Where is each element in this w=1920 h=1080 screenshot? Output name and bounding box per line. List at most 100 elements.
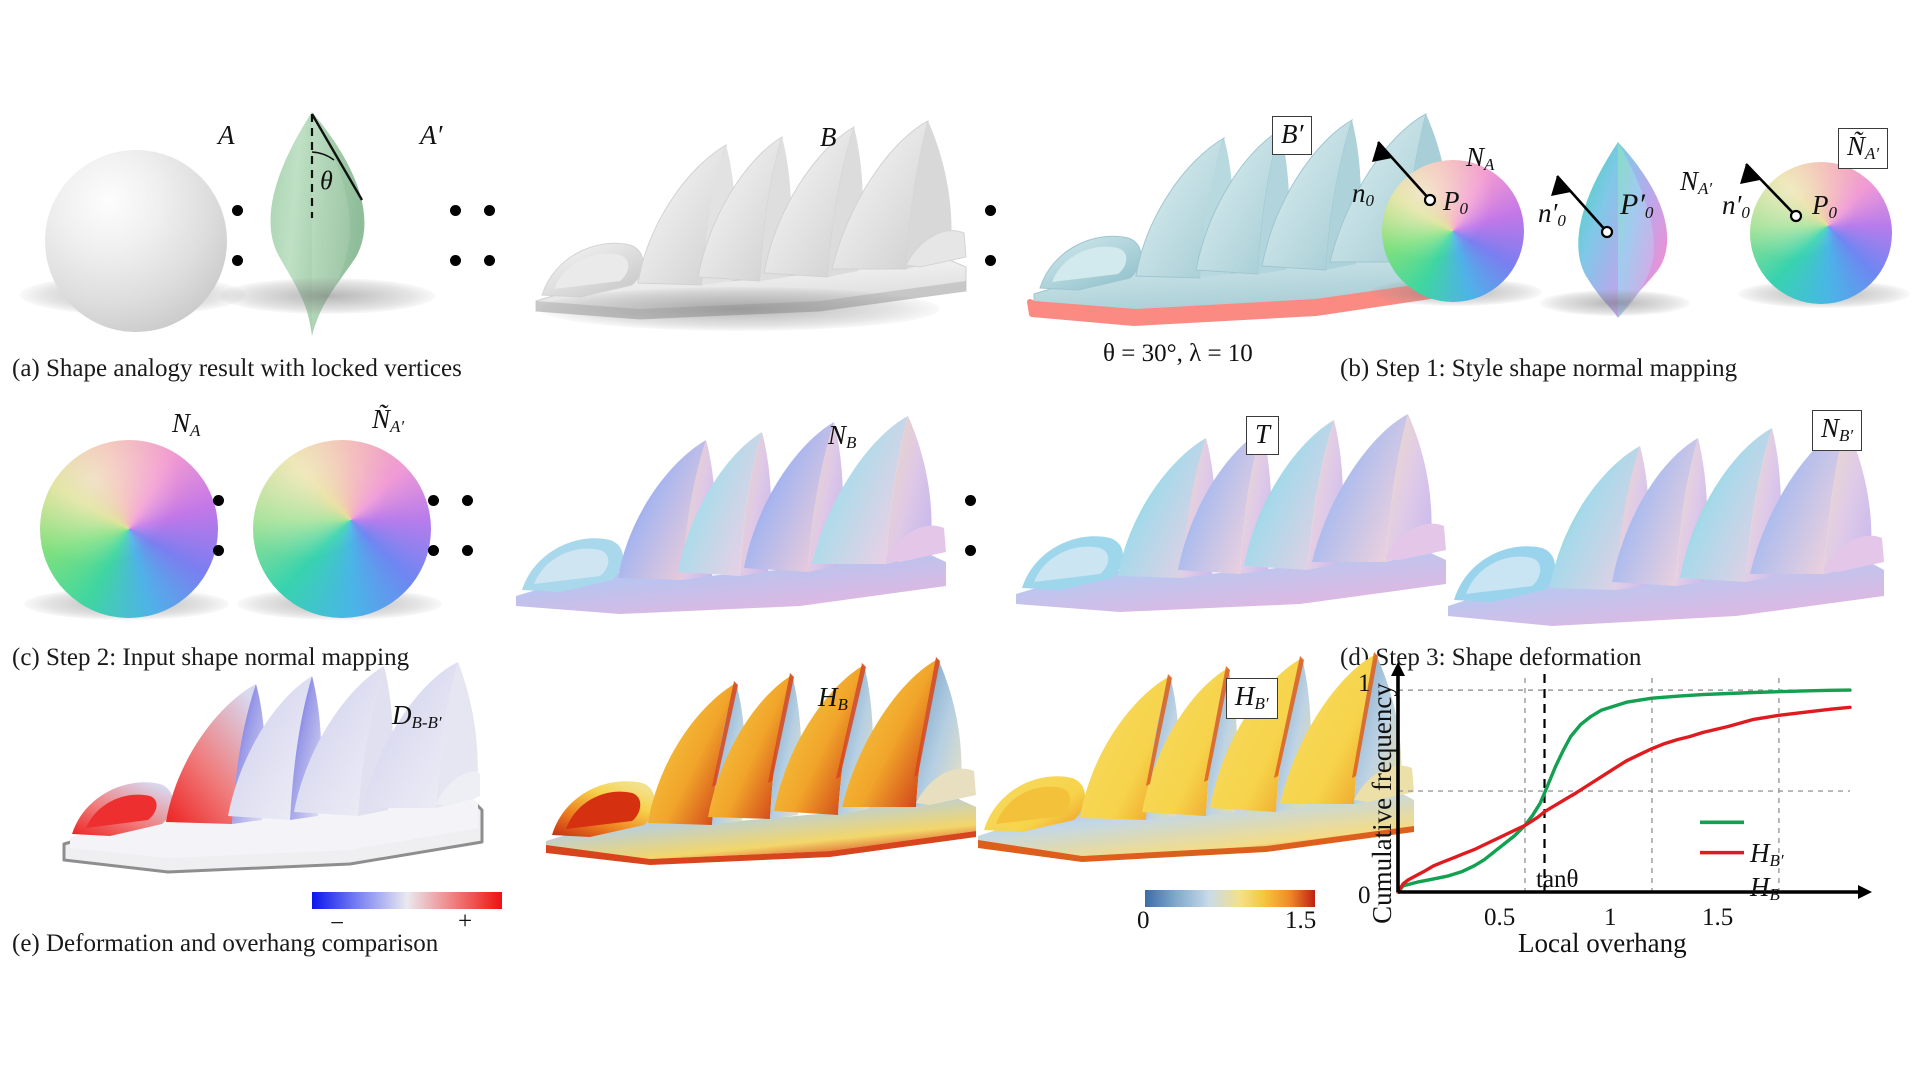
analogy-dots-1 (232, 205, 248, 275)
overhang-colorbar-gradient (1145, 890, 1315, 907)
NAt-c-body (253, 440, 431, 618)
n0p-sub: 0 (1557, 211, 1566, 230)
chart-ytick-1: 1 (1358, 670, 1371, 697)
deformation-colorbar: − + (312, 892, 502, 938)
P0c-sub: 0 (1828, 203, 1838, 222)
analogy-dots-2 (450, 205, 505, 275)
dot (484, 255, 495, 266)
NAc-sub: A (190, 421, 201, 440)
theta-angle-marks (310, 113, 364, 218)
label-HBprime-boxed: HB′ (1226, 678, 1278, 719)
NBp-text: N (1821, 413, 1840, 443)
overhang-cdf-chart: Cumulative frequency Local overhang tanθ… (1340, 660, 1920, 960)
n0-sub: 0 (1365, 191, 1375, 210)
caption-a: (a) Shape analogy result with locked ver… (12, 355, 462, 382)
caption-d: (d) Step 3: Shape deformation (1340, 644, 1642, 671)
dot (462, 495, 473, 506)
leg-HBp-text: H (1750, 838, 1770, 868)
label-shape-A-prime: A′ (420, 120, 443, 150)
P0p-sub: 0 (1644, 203, 1654, 222)
n0p-text: n′ (1538, 198, 1558, 228)
label-shape-B-prime: B′ (1272, 116, 1313, 155)
label-D-BBprime: DB-B′ (392, 700, 442, 733)
HBprime-body (978, 652, 1414, 862)
target-normal-T (1000, 408, 1460, 628)
D-body (62, 662, 484, 874)
NAp-sub: A′ (1698, 179, 1713, 198)
dot (213, 495, 224, 506)
normal-map-sphere-NA (1370, 160, 1542, 310)
dot (213, 545, 224, 556)
chart-xtick-15: 1.5 (1702, 904, 1734, 931)
label-T-boxed: T (1246, 416, 1280, 455)
analogy-dots-6 (965, 495, 981, 565)
chart-xtick-1: 1 (1604, 904, 1617, 931)
NAt-text: Ñ (1847, 131, 1866, 161)
label-NA-b: NA (1466, 142, 1494, 175)
deformation-colorbar-max-label: + (458, 908, 473, 935)
diamond-A-prime-shadow (220, 278, 435, 314)
P0c-text: P (1812, 190, 1829, 220)
HB-sub: B (837, 695, 848, 714)
legend-label-HBprime: HB′ (1750, 838, 1784, 871)
NAtc-sub: A′ (390, 417, 405, 436)
NAprime-shadow (1540, 290, 1690, 316)
NA-text: N (1466, 142, 1485, 172)
overhang-colorbar-max-label: 1.5 (1285, 907, 1317, 934)
P0p-text: P′ (1620, 188, 1645, 221)
dot (985, 255, 996, 266)
n0-text: n (1352, 178, 1366, 208)
analogy-dots-4 (213, 495, 229, 565)
label-NAprime-b: NA′ (1680, 166, 1712, 199)
parameters-label: θ = 30°, λ = 10 (1103, 340, 1253, 367)
chart-xlabel: Local overhang (1518, 928, 1687, 958)
dot (428, 495, 439, 506)
chart-ytick-0: 0 (1358, 882, 1371, 909)
overhang-colorbar: 0 1.5 (1137, 890, 1335, 936)
label-NB: NB (828, 420, 856, 453)
P0-text: P (1443, 186, 1460, 216)
dot (450, 205, 461, 216)
label-HB: HB (818, 682, 848, 715)
D-text: D (392, 700, 412, 730)
NA-sphere-body (1382, 160, 1524, 302)
analogy-dots-5 (428, 495, 483, 565)
dot (462, 545, 473, 556)
n0t-sub: 0 (1741, 203, 1750, 222)
analogy-dots-3 (985, 205, 1001, 275)
point-label-P0prime: P′0 (1620, 188, 1653, 223)
normal-label-n0-c: n′0 (1722, 190, 1750, 223)
NBp-sub: B′ (1839, 426, 1854, 445)
NBprime-body (1448, 424, 1884, 626)
D-sub: B-B′ (411, 713, 442, 732)
leg-HB-text: H (1750, 872, 1770, 902)
diamond-shape-A-prime: θ (220, 108, 440, 338)
NAtc-text: Ñ (372, 404, 391, 434)
HBp-text: H (1235, 681, 1255, 711)
NB-sub: B (846, 433, 857, 452)
normal-label-n0-b: n′0 (1538, 198, 1566, 231)
HB-body (546, 657, 976, 865)
normal-arrow-n0-c (1740, 163, 1803, 223)
dot (484, 205, 495, 216)
dot (985, 205, 996, 216)
point-label-P0-c: P0 (1812, 190, 1837, 223)
deformation-map-D (50, 660, 490, 890)
label-shape-A: A (218, 120, 235, 150)
NA-sub: A (1484, 155, 1495, 174)
NA-c-body (40, 440, 218, 618)
NB-body (516, 416, 946, 614)
normal-opera-NB (500, 410, 960, 630)
dot (232, 205, 243, 216)
deformed-normal-NBprime (1430, 420, 1900, 640)
sphere-A-body (45, 150, 227, 332)
chart-ylabel: Cumulative frequency (1366, 683, 1397, 924)
chart-svg (1391, 662, 1872, 899)
label-NBprime-boxed: NB′ (1812, 410, 1863, 451)
caption-b: (b) Step 1: Style shape normal mapping (1340, 355, 1738, 382)
chart-xtick-05: 0.5 (1484, 904, 1516, 931)
caption-c: (c) Step 2: Input shape normal mapping (12, 644, 410, 671)
deformation-colorbar-gradient (312, 892, 502, 909)
normal-arrow-n0-b (1551, 175, 1614, 239)
